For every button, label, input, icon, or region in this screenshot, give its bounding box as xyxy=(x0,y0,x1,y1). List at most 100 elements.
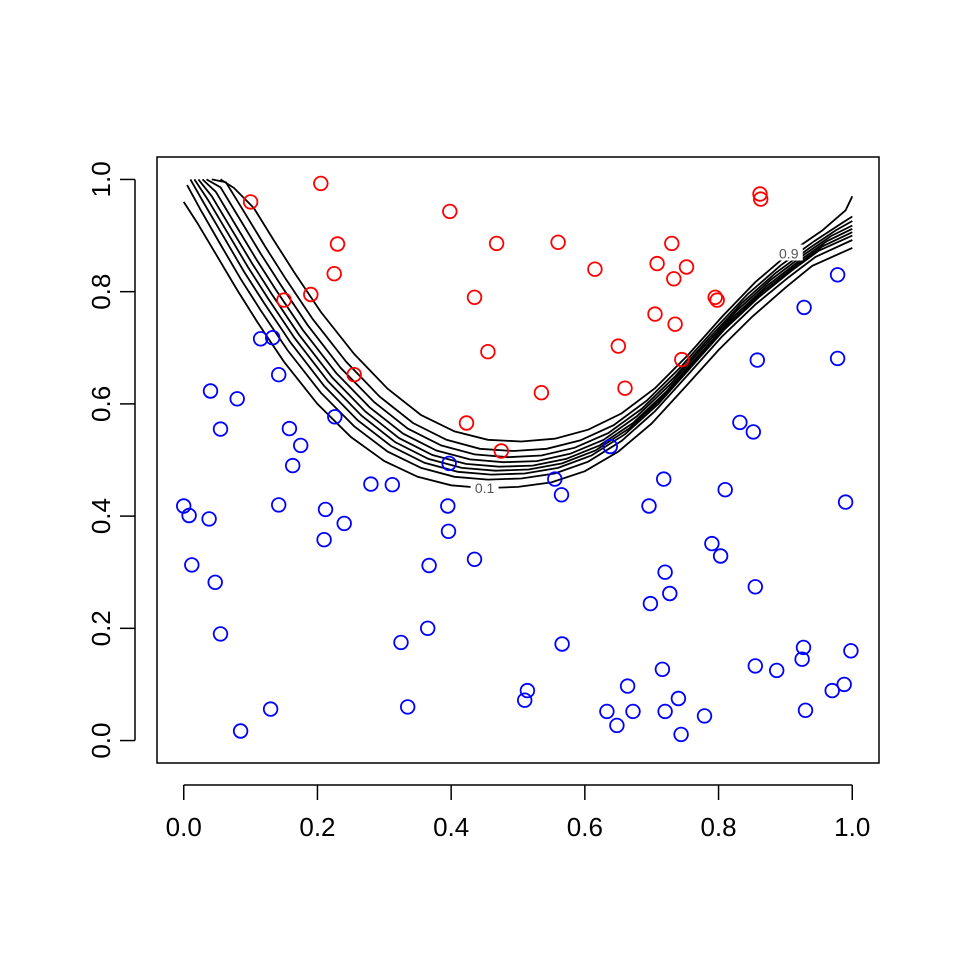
blue-point xyxy=(400,699,416,715)
blue-point xyxy=(271,497,287,513)
blue-point xyxy=(420,620,436,637)
red-point xyxy=(480,344,496,360)
y-tick-label: 0.0 xyxy=(86,723,116,759)
red-point xyxy=(329,236,346,252)
blue-point xyxy=(625,703,641,720)
blue-point xyxy=(836,676,852,693)
y-tick-label: 0.8 xyxy=(86,274,116,310)
contour-line-0-7 xyxy=(206,178,853,459)
x-tick-label: 0.2 xyxy=(299,812,335,842)
y-axis: 0.0 0.2 0.4 0.6 0.8 1.0 xyxy=(86,161,136,759)
blue-point xyxy=(285,457,301,474)
blue-point xyxy=(262,701,279,717)
blue-point xyxy=(207,574,223,591)
red-point xyxy=(466,289,483,306)
y-tick-label: 0.6 xyxy=(86,386,116,422)
blue-point xyxy=(602,438,619,455)
blue-point xyxy=(747,658,764,674)
blue-point xyxy=(696,708,713,724)
blue-point xyxy=(441,455,457,472)
blue-point xyxy=(796,299,812,316)
x-tick-label: 0.6 xyxy=(567,812,603,842)
blue-point xyxy=(795,639,812,656)
blue-point xyxy=(421,557,437,574)
red-point xyxy=(617,380,633,396)
blue-point xyxy=(749,352,766,368)
blue-point xyxy=(317,501,334,518)
blue-point xyxy=(384,477,401,493)
blue-point xyxy=(201,511,217,527)
blue-point xyxy=(265,330,281,346)
x-tick-label: 0.4 xyxy=(433,812,469,842)
contour-label-bg xyxy=(470,479,499,496)
red-point xyxy=(753,191,769,207)
blue-point xyxy=(212,626,229,642)
blue-point xyxy=(363,476,379,492)
blue-point xyxy=(252,331,269,347)
contour-label: 0.9 xyxy=(779,246,799,262)
blue-point xyxy=(794,651,810,667)
y-tick-label: 0.2 xyxy=(86,610,116,646)
blue-point xyxy=(519,682,536,699)
red-point xyxy=(442,203,458,220)
blue-point xyxy=(336,515,352,532)
blue-point xyxy=(440,498,456,514)
blue-point xyxy=(181,507,197,524)
red-point xyxy=(242,194,259,210)
contour-line-0-5 xyxy=(197,178,853,468)
contour-line-0-3 xyxy=(189,178,853,476)
contour-line-0-9 xyxy=(220,178,854,443)
blue-point xyxy=(829,350,846,367)
x-tick-label: 0.8 xyxy=(700,812,736,842)
blue-point xyxy=(553,487,570,503)
blue-point xyxy=(670,690,687,707)
red-point xyxy=(666,271,682,287)
red-point xyxy=(488,235,505,252)
blue-point xyxy=(316,532,332,548)
blue-point xyxy=(547,471,563,487)
contour-line-0-6 xyxy=(201,178,853,464)
blue-point xyxy=(656,471,672,487)
blue-point xyxy=(732,414,748,431)
contour-line-0-8 xyxy=(211,178,853,452)
blue-point xyxy=(554,636,570,652)
red-point xyxy=(678,259,695,275)
contour-label-bg xyxy=(774,244,803,261)
plot-frame xyxy=(156,156,880,764)
red-point xyxy=(303,286,319,303)
blue-point xyxy=(619,678,636,694)
red-point xyxy=(276,292,292,308)
blue-point xyxy=(657,564,673,580)
blue-point xyxy=(609,717,625,734)
blue-point xyxy=(797,702,814,719)
red-point xyxy=(326,266,342,282)
contour-line-0-2 xyxy=(186,184,853,481)
blue-point xyxy=(824,682,840,699)
blue-point xyxy=(212,421,229,437)
blue-point xyxy=(327,409,343,425)
x-axis: 0.0 0.2 0.4 0.6 0.8 1.0 xyxy=(166,784,870,842)
contour-layer: 0.1 0.9 xyxy=(182,178,854,496)
red-point xyxy=(674,351,690,368)
red-point xyxy=(313,175,329,192)
blue-point xyxy=(440,523,457,540)
blue-point xyxy=(745,424,762,440)
blue-point xyxy=(642,595,659,612)
blue-point xyxy=(829,267,846,283)
blue-point xyxy=(202,383,219,399)
blue-point xyxy=(281,420,298,437)
red-point xyxy=(610,338,627,354)
red-point xyxy=(707,289,723,306)
blue-point xyxy=(654,661,671,678)
blue-point xyxy=(717,482,733,498)
blue-point xyxy=(393,634,409,651)
red-point xyxy=(550,234,566,251)
x-tick-label: 0.0 xyxy=(166,812,202,842)
contour-label: 0.1 xyxy=(475,480,495,496)
red-point xyxy=(649,255,665,272)
red-point xyxy=(664,235,680,252)
blue-point xyxy=(843,643,859,659)
blue-point xyxy=(229,391,245,407)
point-layer xyxy=(175,175,859,743)
